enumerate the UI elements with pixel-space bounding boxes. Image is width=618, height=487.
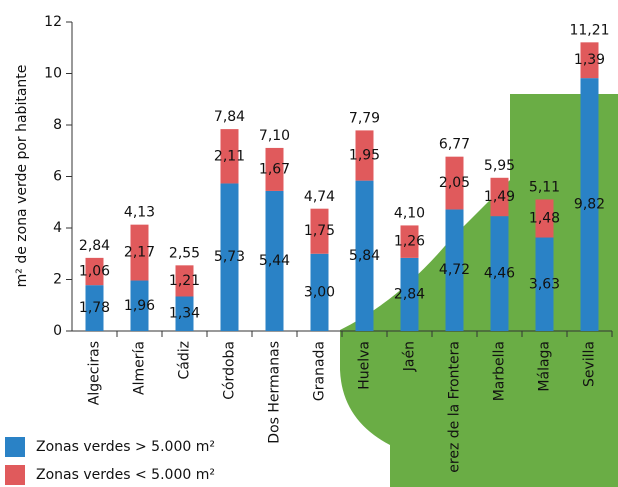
y-axis-label: m² de zona verde por habitante (14, 65, 30, 288)
value-label: 1,67 (259, 161, 290, 177)
y-tick-label: 8 (53, 117, 62, 133)
value-label: 1,78 (79, 300, 110, 316)
y-tick-label: 0 (53, 323, 62, 339)
x-tick-label: Jaén (402, 341, 418, 372)
bar-segment (580, 42, 599, 79)
total-label: 5,11 (529, 179, 560, 195)
legend-label: Zonas verdes < 5.000 m² (36, 467, 215, 483)
x-tick-label: erez de la Frontera (447, 341, 463, 473)
value-label: 1,96 (124, 298, 155, 314)
bar-segment (535, 199, 554, 238)
bar-segment (130, 280, 149, 331)
x-tick-label: Sevilla (582, 341, 598, 387)
x-tick-label: Algeciras (87, 341, 103, 405)
y-tick-label: 2 (53, 272, 62, 288)
bar-segment (220, 129, 239, 184)
value-label: 3,00 (304, 284, 335, 300)
value-label: 1,26 (394, 234, 425, 250)
bar-segment (265, 190, 284, 331)
legend-label: Zonas verdes > 5.000 m² (36, 439, 215, 455)
bar-segment (445, 209, 464, 331)
legend-swatch (5, 437, 25, 457)
x-tick-label: Córdoba (222, 341, 238, 400)
bar-segment (445, 156, 464, 210)
bar-segment (355, 130, 374, 181)
bar-segment (175, 296, 194, 331)
total-label: 4,74 (304, 189, 335, 205)
x-tick-label: Huelva (357, 341, 373, 390)
bar-segment (535, 237, 554, 331)
bar-segment (400, 225, 419, 258)
x-tick-label: Almería (132, 341, 148, 395)
value-label: 3,63 (529, 276, 560, 292)
value-label: 4,46 (484, 266, 515, 282)
total-label: 2,84 (79, 238, 110, 254)
legend-swatch (5, 465, 25, 485)
value-label: 1,75 (304, 223, 335, 239)
value-label: 1,34 (169, 306, 200, 322)
value-label: 5,73 (214, 249, 245, 265)
value-label: 2,05 (439, 175, 470, 191)
y-tick-label: 10 (44, 66, 62, 82)
bar-segment (355, 180, 374, 331)
bar-segment (85, 285, 104, 331)
bar-segment (175, 265, 194, 297)
total-label: 4,13 (124, 205, 155, 221)
bar-segment (130, 224, 149, 281)
bar-segment (310, 253, 329, 331)
value-label: 1,49 (484, 189, 515, 205)
value-label: 2,17 (124, 245, 155, 261)
bar-segment (85, 257, 104, 286)
total-label: 6,77 (439, 137, 470, 153)
value-label: 1,95 (349, 148, 380, 164)
x-tick-label: Cádiz (177, 341, 193, 379)
bar-segment (580, 78, 599, 331)
background-shape (340, 94, 618, 487)
value-label: 1,21 (169, 273, 200, 289)
total-label: 2,55 (169, 245, 200, 261)
value-label: 2,11 (214, 148, 245, 164)
total-label: 7,79 (349, 110, 380, 126)
value-label: 5,44 (259, 253, 290, 269)
x-tick-label: Granada (312, 341, 328, 401)
x-tick-label: Dos Hermanas (267, 341, 283, 444)
total-label: 11,21 (569, 22, 609, 38)
total-label: 7,10 (259, 128, 290, 144)
value-label: 4,72 (439, 262, 470, 278)
total-label: 4,10 (394, 205, 425, 221)
value-label: 5,84 (349, 248, 380, 264)
value-label: 1,48 (529, 210, 560, 226)
x-tick-label: Málaga (537, 341, 553, 392)
value-label: 1,39 (574, 52, 605, 68)
value-label: 2,84 (394, 286, 425, 302)
bar-segment (490, 216, 509, 331)
total-label: 7,84 (214, 109, 245, 125)
y-tick-label: 12 (44, 14, 62, 30)
y-tick-label: 6 (53, 169, 62, 185)
x-tick-label: Marbella (492, 341, 508, 401)
bar-segment (310, 208, 329, 254)
bar-segment (400, 257, 419, 331)
bar-segment (490, 177, 509, 217)
y-tick-label: 4 (53, 220, 62, 236)
bar-segment (220, 183, 239, 331)
value-label: 9,82 (574, 197, 605, 213)
total-label: 5,95 (484, 158, 515, 174)
bar-segment (265, 147, 284, 191)
value-label: 1,06 (79, 264, 110, 280)
